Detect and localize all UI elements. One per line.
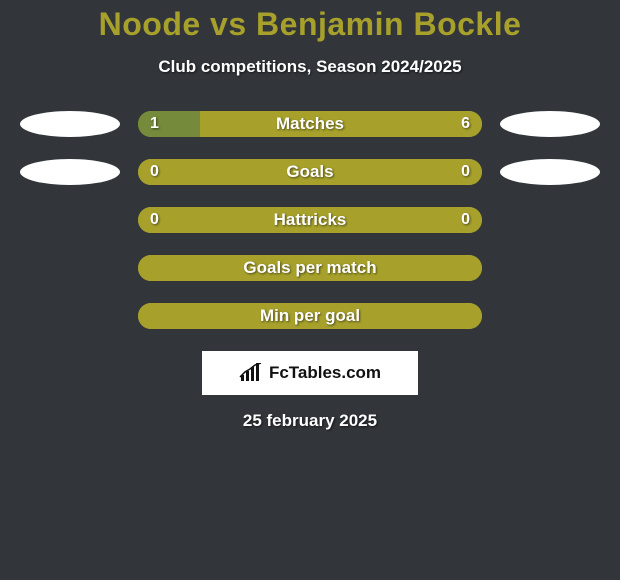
player-right-badge [500,111,600,137]
stat-value-right: 0 [461,159,470,185]
badge-placeholder [20,255,120,281]
stat-row: Min per goal [0,303,620,329]
bar-right-fill [138,255,482,281]
stat-value-left: 0 [150,159,159,185]
page-root: Noode vs Benjamin Bockle Club competitio… [0,0,620,580]
bar-right-fill [138,207,482,233]
bar-right-fill [138,303,482,329]
badge-placeholder [500,255,600,281]
stat-row: 00Goals [0,159,620,185]
site-logo-text: FcTables.com [269,363,381,383]
stat-row: 16Matches [0,111,620,137]
badge-placeholder [500,303,600,329]
page-title: Noode vs Benjamin Bockle [0,6,620,43]
bar-right-fill [138,159,482,185]
badge-placeholder [20,303,120,329]
date-line: 25 february 2025 [0,411,620,431]
stat-row: Goals per match [0,255,620,281]
site-logo[interactable]: FcTables.com [202,351,418,395]
page-subtitle: Club competitions, Season 2024/2025 [0,57,620,77]
stat-value-right: 0 [461,207,470,233]
chart-icon [239,363,263,383]
stat-bar: 16Matches [138,111,482,137]
stat-bar: Min per goal [138,303,482,329]
player-left-badge [20,111,120,137]
bar-left-fill [138,111,200,137]
player-right-badge [500,159,600,185]
stat-bar: Goals per match [138,255,482,281]
stat-bar: 00Goals [138,159,482,185]
stat-bar: 00Hattricks [138,207,482,233]
badge-placeholder [20,207,120,233]
bar-right-fill [200,111,482,137]
player-left-badge [20,159,120,185]
stat-value-left: 0 [150,207,159,233]
stat-value-left: 1 [150,111,159,137]
stat-rows: 16Matches00Goals00HattricksGoals per mat… [0,111,620,329]
stat-value-right: 6 [461,111,470,137]
stat-row: 00Hattricks [0,207,620,233]
badge-placeholder [500,207,600,233]
